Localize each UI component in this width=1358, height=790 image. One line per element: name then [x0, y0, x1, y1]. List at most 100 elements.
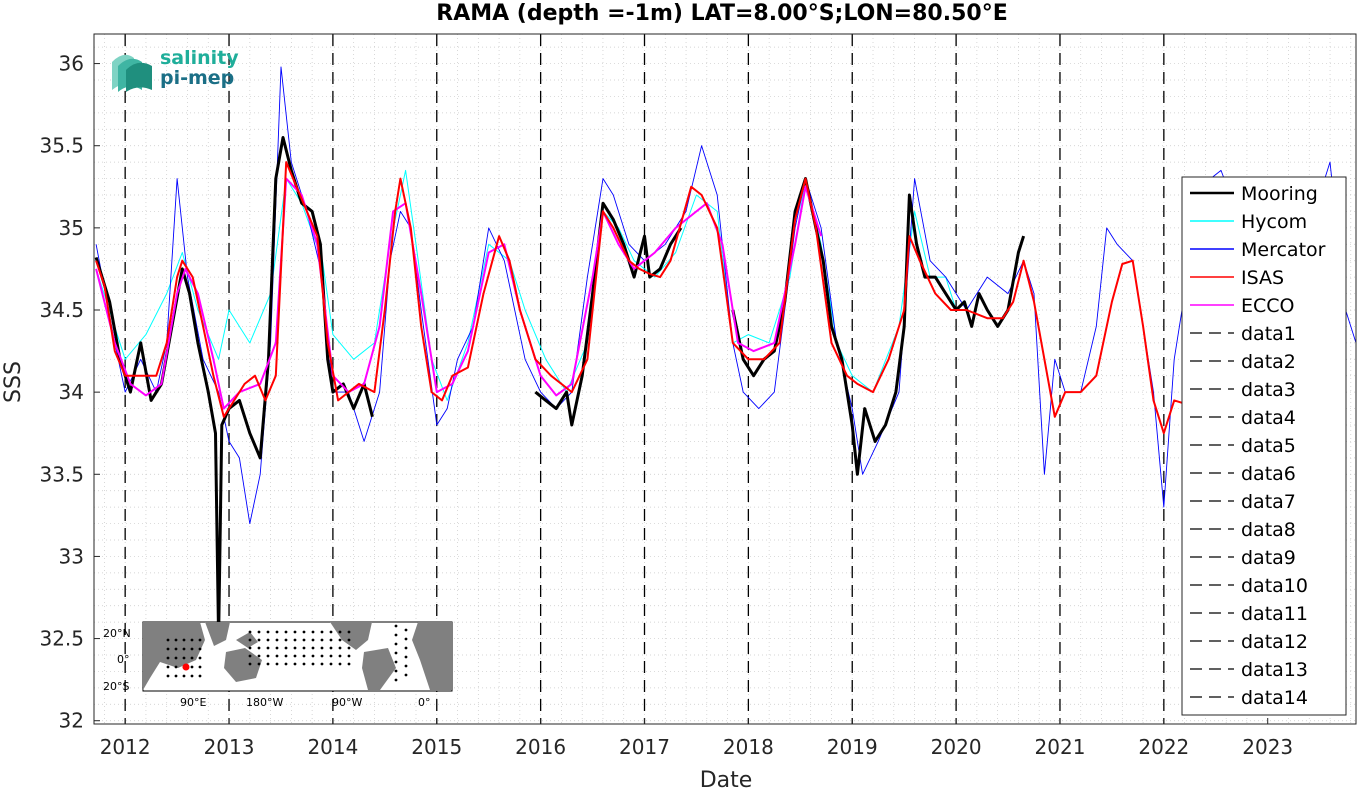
mooring-dot — [320, 646, 324, 650]
legend-label-data1: data1 — [1241, 323, 1296, 345]
mooring-dot — [293, 630, 297, 634]
y-tick-label: 32 — [59, 709, 84, 733]
y-tick-label: 32.5 — [39, 627, 84, 651]
legend-label-data8: data8 — [1241, 519, 1296, 541]
mooring-dot — [329, 654, 333, 658]
mooring-dot — [394, 624, 398, 628]
mooring-dot — [198, 638, 202, 642]
mooring-locations — [166, 624, 408, 682]
x-tick-label: 2012 — [100, 735, 151, 759]
series-lines — [94, 66, 1357, 641]
mooring-dot — [190, 665, 194, 669]
y-tick-label: 34 — [59, 380, 84, 404]
mooring-dot — [275, 630, 279, 634]
mooring-dot — [166, 665, 170, 669]
x-tick-label: 2014 — [307, 735, 358, 759]
mooring-dot — [174, 647, 178, 651]
lat-label-0: 0° — [117, 653, 130, 666]
mooring-dot — [257, 654, 261, 658]
mooring-dot — [311, 662, 315, 666]
mooring-dot — [174, 674, 178, 678]
mooring-dot — [248, 630, 252, 634]
legend-label-hycom: Hycom — [1241, 211, 1307, 233]
inset-map: 20°N 0° 20°S 90°E 180°W 90°W 0° — [103, 621, 453, 709]
mooring-dot — [284, 630, 288, 634]
y-tick-label: 36 — [59, 52, 84, 76]
mooring-dot — [338, 646, 342, 650]
x-tick-label: 2021 — [1035, 735, 1086, 759]
mooring-dot — [166, 638, 170, 642]
x-tick-label: 2015 — [411, 735, 462, 759]
mooring-dot — [311, 654, 315, 658]
y-tick-label: 33.5 — [39, 462, 84, 486]
mooring-dot — [266, 662, 270, 666]
mooring-dot — [338, 638, 342, 642]
series-ecco-line — [95, 177, 823, 410]
legend: Mooring Hycom Mercator ISAS ECCO data1 data2 da… — [1181, 176, 1347, 716]
mooring-dot — [166, 647, 170, 651]
legend-label-mercator: Mercator — [1241, 239, 1326, 261]
y-tick-label: 34.5 — [39, 298, 84, 322]
legend-label-data2: data2 — [1241, 351, 1296, 373]
legend-label-data12: data12 — [1241, 631, 1308, 653]
logo-line2: pi-mep — [160, 67, 234, 89]
mooring-dot — [182, 656, 186, 660]
mooring-dot — [248, 662, 252, 666]
mooring-dot — [311, 646, 315, 650]
lat-label-20n: 20°N — [103, 627, 131, 640]
series-mooring-line — [534, 201, 683, 427]
mooring-dot — [293, 638, 297, 642]
mooring-dot — [347, 646, 351, 650]
mooring-dot — [404, 628, 408, 632]
mooring-dot — [329, 646, 333, 650]
mooring-dot — [266, 654, 270, 658]
mooring-dot — [266, 630, 270, 634]
mooring-dot — [311, 630, 315, 634]
legend-label-data11: data11 — [1241, 603, 1308, 625]
mooring-dot — [248, 646, 252, 650]
mooring-dot — [275, 662, 279, 666]
chart-title: RAMA (depth =-1m) LAT=8.00°S;LON=80.50°E — [436, 1, 1007, 26]
mooring-dot — [275, 638, 279, 642]
mooring-dot — [394, 651, 398, 655]
mooring-dot — [329, 630, 333, 634]
series-isas-line — [95, 161, 1185, 435]
x-tick-label: 2022 — [1138, 735, 1189, 759]
mooring-dot — [248, 654, 252, 658]
mooring-dot — [320, 638, 324, 642]
mooring-dot — [198, 665, 202, 669]
mooring-dot — [198, 656, 202, 660]
lat-label-20s: 20°S — [103, 680, 129, 693]
logo-wave-icon — [112, 54, 152, 92]
mooring-dot — [275, 646, 279, 650]
lon-label-0: 0° — [418, 696, 431, 709]
mooring-dot — [394, 633, 398, 637]
legend-label-data5: data5 — [1241, 435, 1296, 457]
plot-area — [94, 34, 1356, 724]
mooring-dot — [166, 656, 170, 660]
legend-label-data13: data13 — [1241, 659, 1308, 681]
y-tick-label: 33 — [59, 544, 84, 568]
mooring-dot — [284, 662, 288, 666]
mooring-dot — [338, 630, 342, 634]
x-tick-label: 2023 — [1242, 735, 1293, 759]
mooring-dot — [320, 662, 324, 666]
mooring-dot — [347, 654, 351, 658]
mooring-dot — [284, 654, 288, 658]
legend-box — [1181, 176, 1347, 716]
legend-label-ecco: ECCO — [1241, 295, 1295, 317]
legend-label-data10: data10 — [1241, 575, 1308, 597]
x-axis-title: Date — [700, 768, 753, 790]
mooring-dot — [257, 638, 261, 642]
mooring-dot — [320, 630, 324, 634]
mooring-dot — [404, 646, 408, 650]
mooring-dot — [329, 638, 333, 642]
mooring-dot — [190, 647, 194, 651]
mooring-dot — [190, 656, 194, 660]
x-tick-labels: 2012 2013 2014 2015 2016 2017 2018 2019 2020 2021… — [100, 735, 1293, 759]
mooring-dot — [284, 638, 288, 642]
axes — [93, 33, 1357, 725]
mooring-dot — [166, 674, 170, 678]
series-hycom-line — [95, 169, 957, 401]
